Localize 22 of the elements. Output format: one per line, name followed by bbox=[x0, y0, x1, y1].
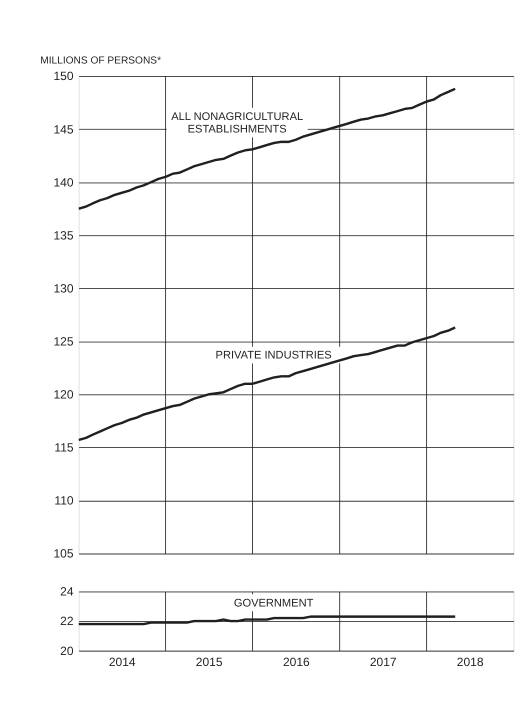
x-tick-label: 2014 bbox=[108, 654, 136, 669]
series-label: ALL NONAGRICULTURAL ESTABLISHMENTS bbox=[171, 110, 304, 136]
y-tick-label: 150 bbox=[53, 69, 74, 84]
y-tick-label: 24 bbox=[60, 584, 74, 599]
x-tick-label: 2017 bbox=[370, 654, 397, 669]
x-tick-label: 2015 bbox=[196, 654, 223, 669]
series-label: GOVERNMENT bbox=[234, 597, 314, 610]
x-tick-label: 2016 bbox=[282, 654, 310, 669]
y-tick-label: 130 bbox=[53, 281, 74, 296]
series-label: PRIVATE INDUSTRIES bbox=[216, 350, 332, 362]
y-tick-label: 20 bbox=[60, 644, 74, 658]
x-tick-label: 2018 bbox=[456, 654, 484, 669]
y-tick-label: 125 bbox=[53, 334, 74, 348]
y-tick-label: 110 bbox=[54, 494, 74, 508]
y-tick-label: 115 bbox=[54, 440, 74, 455]
y-tick-label: 145 bbox=[53, 122, 74, 136]
y-axis-title: MILLIONS OF PERSONS* bbox=[40, 56, 162, 67]
y-tick-label: 135 bbox=[53, 228, 74, 242]
y-tick-label: 105 bbox=[53, 546, 74, 561]
y-tick-label: 120 bbox=[53, 388, 74, 402]
y-tick-label: 140 bbox=[53, 175, 74, 190]
y-tick-label: 22 bbox=[60, 614, 74, 628]
